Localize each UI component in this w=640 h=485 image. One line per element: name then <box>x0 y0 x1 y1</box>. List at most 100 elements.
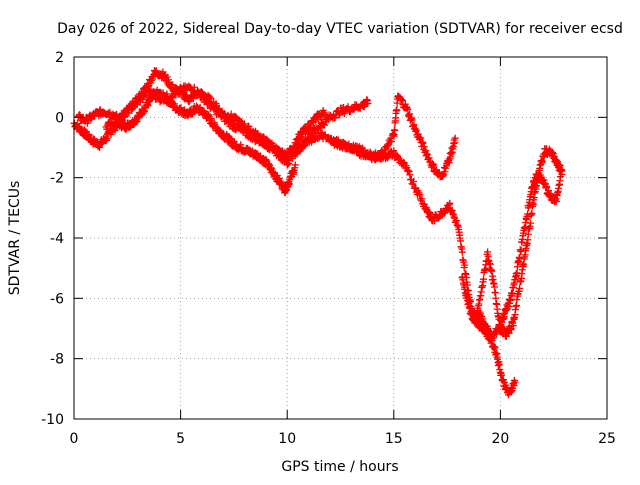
y-axis-label: SDTVAR / TECUs <box>7 181 23 296</box>
data-point <box>121 112 129 120</box>
data-point <box>446 199 454 207</box>
data-point <box>516 284 524 292</box>
data-point <box>408 116 416 124</box>
data-point <box>491 343 499 351</box>
data-point <box>479 275 487 283</box>
data-point <box>254 134 262 142</box>
data-point <box>384 154 392 162</box>
data-point <box>81 126 89 134</box>
data-point <box>308 129 316 137</box>
data-point <box>505 329 513 337</box>
data-point <box>405 168 413 176</box>
data-point <box>552 197 560 205</box>
data-point <box>246 129 254 137</box>
data-point <box>331 113 339 121</box>
data-point <box>287 153 295 161</box>
data-point <box>488 267 496 275</box>
data-point <box>419 139 427 147</box>
data-point <box>508 289 516 297</box>
x-tick-label: 20 <box>491 431 509 447</box>
data-point <box>172 91 180 99</box>
data-point <box>333 142 341 150</box>
data-point <box>283 161 291 169</box>
data-point <box>237 141 245 149</box>
grid <box>74 57 607 419</box>
data-point <box>164 76 172 84</box>
y-tick-label: -2 <box>50 171 64 187</box>
y-tick-label: -10 <box>41 412 64 428</box>
data-point <box>556 173 564 181</box>
data-point <box>524 210 532 218</box>
data-point <box>466 303 474 311</box>
data-point <box>320 120 328 128</box>
data-point <box>227 135 235 143</box>
data-point <box>517 246 525 254</box>
x-tick-label: 0 <box>70 431 79 447</box>
data-point <box>190 83 198 91</box>
y-tick-label: 2 <box>55 50 64 66</box>
data-point <box>261 138 269 146</box>
data-point <box>352 148 360 156</box>
data-point <box>511 378 519 386</box>
data-point <box>388 138 396 146</box>
data-point <box>391 126 399 134</box>
data-point <box>205 97 213 105</box>
x-tick-label: 15 <box>385 431 403 447</box>
data-point <box>340 138 348 146</box>
data-point <box>410 178 418 186</box>
data-point <box>291 161 299 169</box>
data-point <box>334 137 342 145</box>
data-point <box>461 261 469 269</box>
y-tick-label: -8 <box>50 352 64 368</box>
data-point <box>289 155 297 163</box>
data-point <box>416 191 424 199</box>
data-point <box>366 148 374 156</box>
data-point <box>117 114 125 122</box>
data-point <box>266 140 274 148</box>
data-point <box>458 248 466 256</box>
data-point <box>393 106 401 114</box>
series-track-g <box>475 166 566 342</box>
data-point <box>216 108 224 116</box>
data-point <box>418 195 426 203</box>
y-tick-label: 0 <box>55 110 64 126</box>
data-point <box>513 269 521 277</box>
y-tick-label: -6 <box>50 291 64 307</box>
x-axis-label: GPS time / hours <box>281 459 398 475</box>
data-point <box>337 108 345 116</box>
data-point <box>273 147 281 155</box>
data-point <box>168 94 176 102</box>
data-point <box>312 133 320 141</box>
x-tick-label: 5 <box>176 431 185 447</box>
data-point <box>451 134 459 142</box>
data-point <box>177 83 185 91</box>
x-tick-label: 25 <box>598 431 616 447</box>
data-point <box>193 87 201 95</box>
ticks: 0 5 10 15 20 25 -10 -8 -6 -4 -2 0 2 <box>41 50 616 447</box>
data-point <box>527 219 535 227</box>
data-point <box>486 260 494 268</box>
y-tick-label: -4 <box>50 231 64 247</box>
data-point <box>406 110 414 118</box>
data-point <box>142 91 150 99</box>
data-point <box>429 161 437 169</box>
data-point <box>505 303 513 311</box>
x-tick-label: 10 <box>278 431 296 447</box>
data-point <box>321 121 329 129</box>
data-point <box>558 167 566 175</box>
chart-title: Day 026 of 2022, Sidereal Day-to-day VTE… <box>57 21 623 37</box>
data-point <box>364 99 372 107</box>
data-point <box>404 166 412 174</box>
data-point <box>390 147 398 155</box>
data-point <box>149 87 157 95</box>
data-point <box>241 126 249 134</box>
data-point <box>141 92 149 100</box>
data-point <box>406 171 414 179</box>
data-series <box>70 66 566 399</box>
data-point <box>316 123 324 131</box>
data-point <box>360 146 368 154</box>
data-point <box>116 117 124 125</box>
